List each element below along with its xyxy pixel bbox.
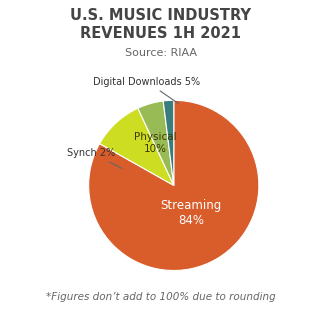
Text: U.S. MUSIC INDUSTRY
REVENUES 1H 2021: U.S. MUSIC INDUSTRY REVENUES 1H 2021 <box>71 8 251 41</box>
Wedge shape <box>89 100 259 271</box>
Wedge shape <box>138 101 174 185</box>
Text: Source: RIAA: Source: RIAA <box>125 48 197 58</box>
Wedge shape <box>99 108 174 185</box>
Text: Streaming
84%: Streaming 84% <box>160 199 222 227</box>
Text: Synch 2%: Synch 2% <box>67 148 122 168</box>
Wedge shape <box>163 100 174 185</box>
Text: *Figures don’t add to 100% due to rounding: *Figures don’t add to 100% due to roundi… <box>46 292 276 302</box>
Text: Digital Downloads 5%: Digital Downloads 5% <box>93 77 200 104</box>
Text: Physical
10%: Physical 10% <box>134 132 176 154</box>
